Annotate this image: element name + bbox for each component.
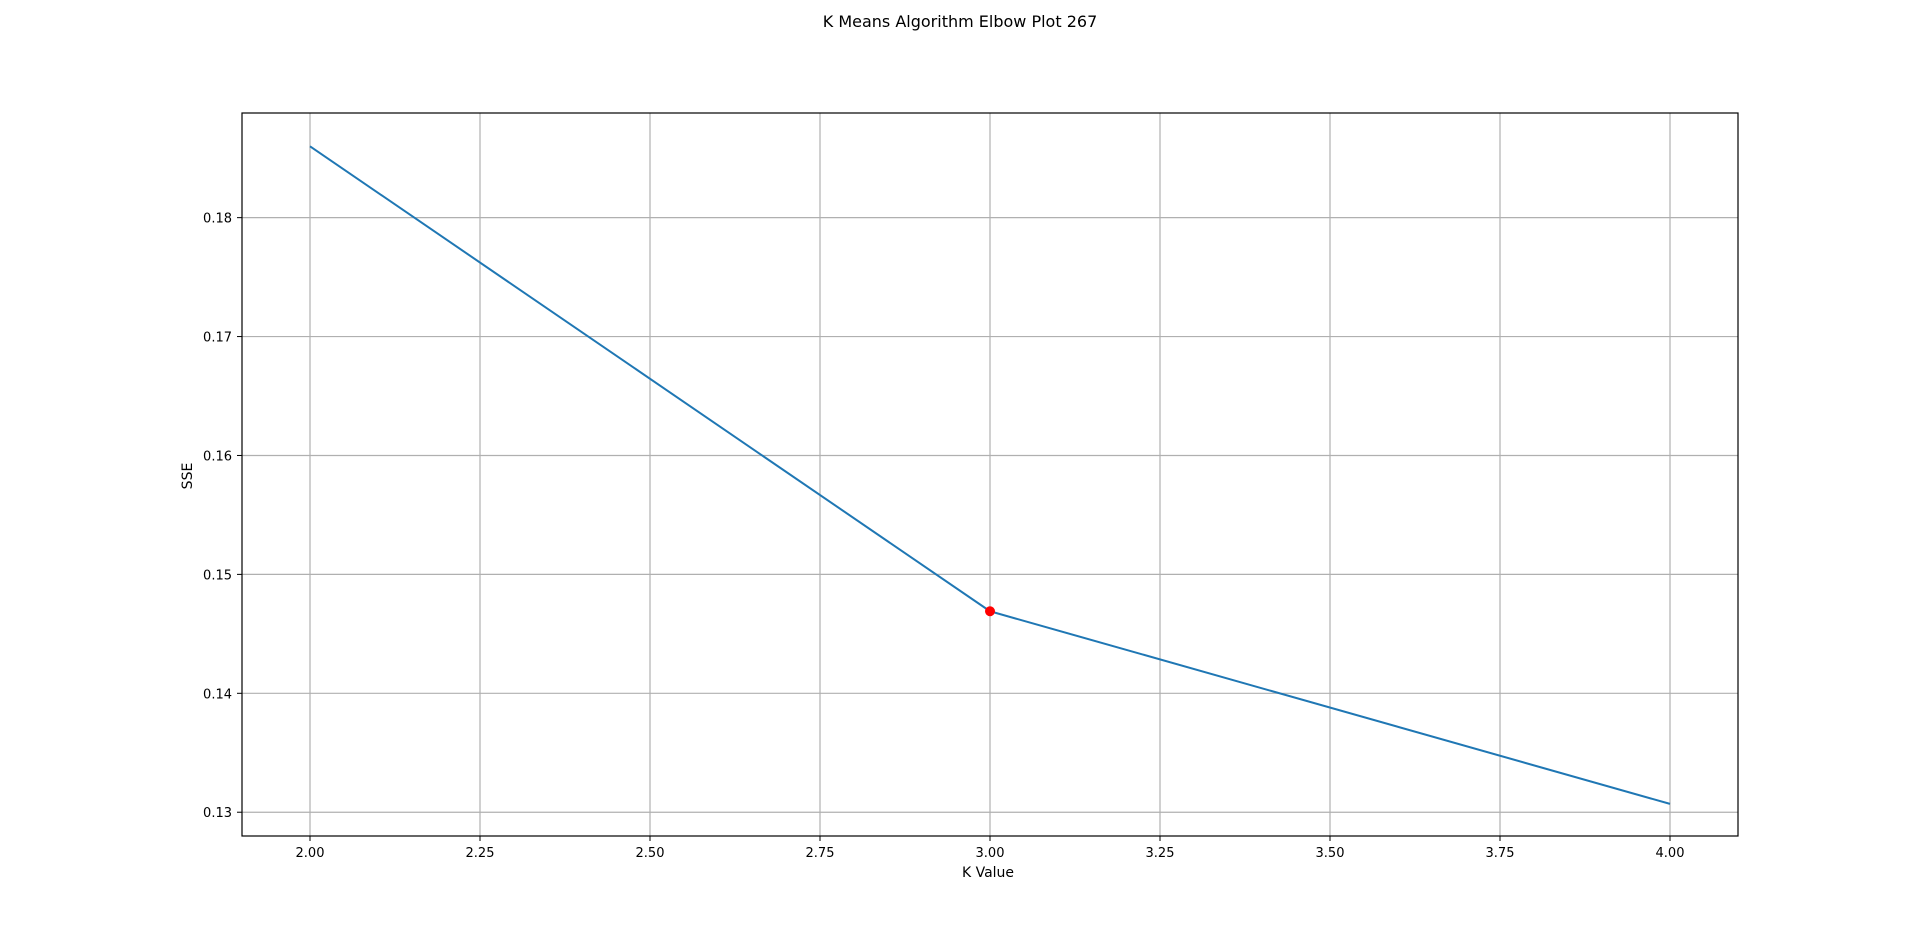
ticks-layer: 2.00 2.25 2.50 2.75 3.00 3.25 3.50 3.75 4.00 0.13… [203,212,1684,861]
x-tick-label: 2.50 [636,846,665,861]
x-tick-label: 3.00 [976,846,1005,861]
x-tick-label: 4.00 [1656,846,1685,861]
x-tick-label: 2.25 [466,846,495,861]
chart-title: K Means Algorithm Elbow Plot 267 [823,12,1098,31]
y-axis-label: SSE [180,463,196,490]
x-tick-label: 2.00 [296,846,325,861]
elbow-point-marker [985,606,995,617]
y-tick-label: 0.13 [203,806,232,821]
y-tick-label: 0.18 [203,212,232,227]
x-tick-label: 3.50 [1316,846,1345,861]
x-tick-label: 2.75 [806,846,835,861]
y-tick-label: 0.16 [203,449,232,464]
x-axis-label: K Value [962,865,1014,881]
y-tick-label: 0.14 [203,687,232,702]
grid-layer [242,113,1738,836]
series-layer [309,145,1671,805]
y-tick-label: 0.17 [203,331,232,346]
x-tick-label: 3.75 [1486,846,1515,861]
x-tick-label: 3.25 [1146,846,1175,861]
y-tick-label: 0.15 [203,568,232,583]
